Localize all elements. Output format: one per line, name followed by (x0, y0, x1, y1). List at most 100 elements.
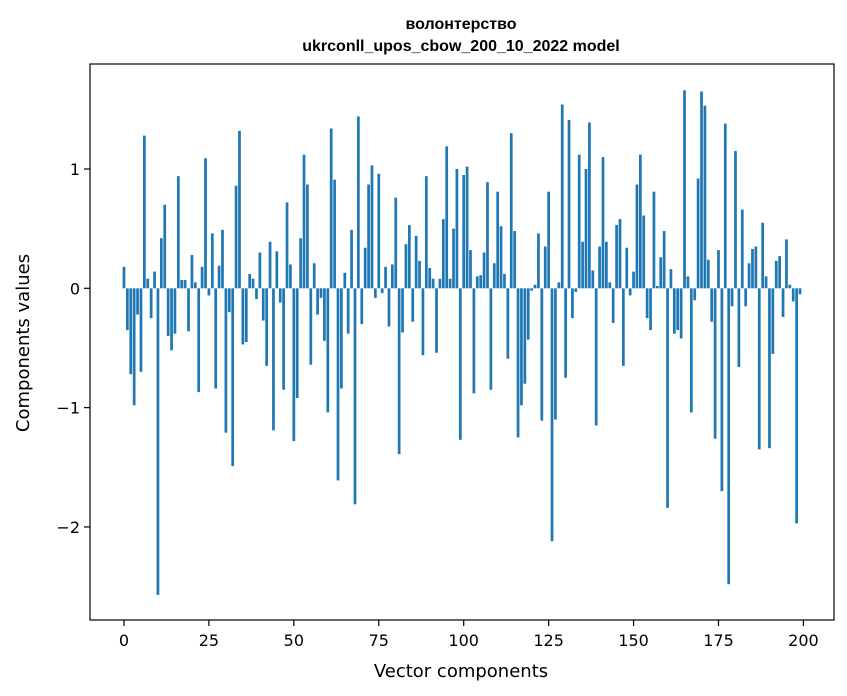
bar (693, 288, 697, 301)
bar (224, 288, 228, 433)
bar (550, 288, 554, 542)
bar (414, 235, 418, 289)
bar (428, 268, 432, 289)
bar (435, 288, 438, 353)
bar (401, 288, 404, 333)
bar (438, 278, 442, 289)
bar (594, 288, 598, 426)
bar (706, 259, 710, 289)
bar (397, 288, 401, 455)
bar (350, 229, 353, 289)
bar (261, 288, 265, 321)
bar (153, 271, 156, 289)
bar (149, 288, 153, 319)
bar (605, 241, 608, 289)
bar (740, 209, 744, 289)
bar (309, 288, 313, 365)
bar (492, 263, 496, 289)
bar (292, 288, 296, 442)
x-tick-label: 175 (703, 631, 734, 650)
bar (340, 288, 343, 389)
bar (618, 219, 622, 289)
bar (180, 279, 184, 289)
bar (377, 173, 381, 289)
bar (489, 288, 493, 390)
bar (615, 225, 618, 289)
bar (190, 254, 194, 289)
bar (639, 154, 642, 289)
bar (441, 219, 445, 289)
bar (526, 288, 530, 340)
bar (567, 120, 571, 289)
bar (282, 288, 285, 390)
bar (662, 231, 666, 289)
bar (265, 288, 269, 366)
bar (343, 272, 347, 289)
bar (278, 288, 282, 303)
bar (387, 288, 391, 327)
bar (227, 288, 231, 313)
bar (156, 288, 160, 595)
bar (221, 229, 224, 289)
bar (452, 228, 455, 289)
y-tick-label: 0 (70, 279, 80, 298)
bar (166, 288, 170, 337)
bar (193, 282, 197, 289)
y-tick-label: −1 (56, 399, 80, 418)
bar (312, 263, 316, 289)
bar (380, 288, 384, 294)
x-axis-ticks: 0 25 50 75 100 125 150 175 200 (119, 620, 819, 650)
bar (730, 288, 734, 307)
bar (795, 288, 798, 524)
bar (747, 263, 751, 289)
x-tick-label: 75 (369, 631, 389, 650)
bar (214, 288, 218, 389)
bar (713, 288, 717, 439)
bar (652, 191, 656, 289)
bar (744, 288, 748, 307)
bar (737, 288, 741, 368)
bar (557, 282, 561, 289)
bar (207, 288, 211, 296)
bar (394, 197, 398, 289)
bar (391, 264, 394, 289)
bar (547, 191, 550, 289)
bar (363, 247, 367, 289)
bar (217, 265, 221, 289)
bar (407, 225, 411, 289)
plot-frame (89, 63, 835, 621)
bar (210, 233, 214, 289)
bar (628, 288, 632, 296)
bar (360, 288, 364, 325)
bar (611, 288, 615, 323)
bar (723, 123, 727, 289)
bar (676, 288, 680, 331)
bar (655, 285, 659, 289)
bar (700, 91, 703, 289)
bar (353, 288, 357, 505)
bar (608, 282, 612, 289)
bar (472, 288, 476, 394)
bar (146, 278, 150, 289)
bar (455, 169, 459, 289)
bar (788, 284, 792, 289)
bar (785, 239, 788, 289)
x-tick-label: 150 (618, 631, 649, 650)
bar (187, 288, 190, 332)
bar (584, 169, 588, 289)
bar (710, 288, 714, 322)
bar (591, 270, 595, 289)
bar (574, 288, 578, 292)
bar (475, 276, 479, 289)
bar (357, 116, 360, 289)
bar (176, 176, 180, 289)
bar (727, 288, 731, 585)
bar (791, 288, 795, 302)
bar (299, 238, 302, 289)
bar (258, 252, 262, 289)
bar (761, 222, 765, 289)
bar (774, 260, 778, 289)
y-tick-label: 1 (70, 160, 80, 179)
bar (424, 176, 428, 289)
